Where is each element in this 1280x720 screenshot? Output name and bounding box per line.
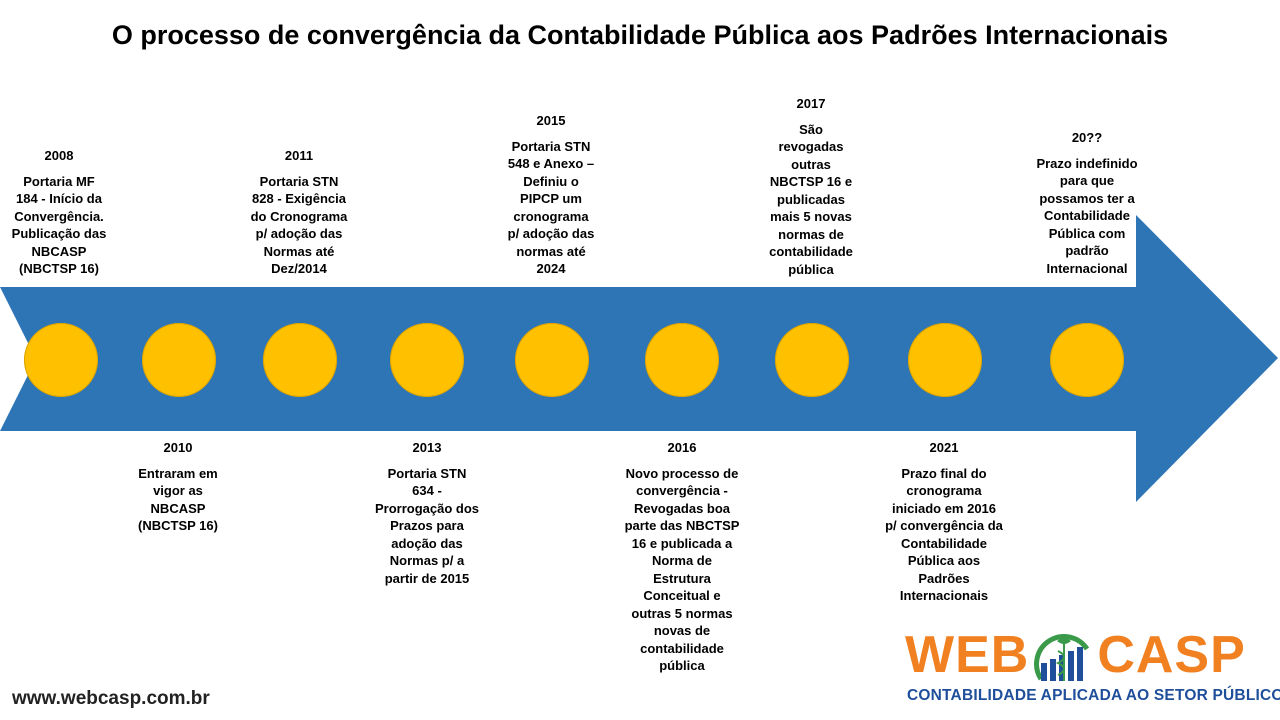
event-2013: 2013 Portaria STN 634 - Prorrogação dos … bbox=[362, 439, 492, 587]
logo-tagline: CONTABILIDADE APLICADA AO SETOR PÚBLICO bbox=[907, 687, 1280, 704]
event-description: Portaria STN 828 - Exigência do Cronogra… bbox=[250, 173, 348, 277]
logo-text-left: WEB bbox=[905, 626, 1030, 684]
milestone-2016 bbox=[645, 323, 719, 397]
event-year: 20?? bbox=[1071, 130, 1103, 145]
event-description: Portaria MF 184 - Início da Convergência… bbox=[11, 173, 107, 277]
event-year: 2016 bbox=[667, 440, 697, 455]
event-20xx: 20?? Prazo indefinido para que possamos … bbox=[1022, 129, 1152, 277]
logo-wordmark: WEB CASP bbox=[905, 627, 1246, 683]
event-year: 2013 bbox=[412, 440, 442, 455]
event-2015: 2015 Portaria STN 548 e Anexo – Definiu … bbox=[486, 112, 616, 278]
event-year: 2021 bbox=[929, 440, 959, 455]
milestone-2021 bbox=[908, 323, 982, 397]
milestone-2011 bbox=[263, 323, 337, 397]
milestone-2013 bbox=[390, 323, 464, 397]
event-description: Portaria STN 548 e Anexo – Definiu o PIP… bbox=[507, 138, 595, 277]
event-year: 2008 bbox=[44, 148, 74, 163]
page-title: O processo de convergência da Contabilid… bbox=[111, 20, 1169, 50]
event-year: 2015 bbox=[536, 113, 566, 128]
event-description: São revogadas outras NBCTSP 16 e publica… bbox=[769, 121, 853, 277]
milestone-20xx bbox=[1050, 323, 1124, 397]
milestone-2010 bbox=[142, 323, 216, 397]
milestone-2015 bbox=[515, 323, 589, 397]
arrow-shape bbox=[0, 215, 1278, 502]
event-2010: 2010 Entraram em vigor as NBCASP (NBCTSP… bbox=[113, 439, 243, 535]
website-url[interactable]: www.webcasp.com.br bbox=[12, 688, 210, 709]
event-description: Novo processo de convergência - Revogada… bbox=[624, 465, 740, 674]
event-description: Entraram em vigor as NBCASP (NBCTSP 16) bbox=[138, 465, 218, 534]
webcasp-logo: WEB CASP CONTABILIDADE APLICADA AO SETOR … bbox=[905, 625, 1280, 710]
event-description: Prazo indefinido para que possamos ter a… bbox=[1036, 155, 1138, 276]
event-2016: 2016 Novo processo de convergência - Rev… bbox=[612, 439, 752, 675]
caduceus-emblem-icon bbox=[1034, 634, 1090, 681]
milestone-2008 bbox=[24, 323, 98, 397]
event-year: 2010 bbox=[163, 440, 193, 455]
event-year: 2011 bbox=[284, 148, 314, 163]
event-description: Portaria STN 634 - Prorrogação dos Prazo… bbox=[374, 465, 480, 586]
event-year: 2017 bbox=[796, 96, 826, 111]
event-2011: 2011 Portaria STN 828 - Exigência do Cro… bbox=[234, 147, 364, 278]
logo-text-right: CASP bbox=[1097, 626, 1246, 684]
event-2008: 2008 Portaria MF 184 - Início da Converg… bbox=[0, 147, 124, 278]
event-2021: 2021 Prazo final do cronograma iniciado … bbox=[874, 439, 1014, 605]
event-2017: 2017 São revogadas outras NBCTSP 16 e pu… bbox=[746, 95, 876, 278]
event-description: Prazo final do cronograma iniciado em 20… bbox=[885, 465, 1003, 604]
milestone-2017 bbox=[775, 323, 849, 397]
